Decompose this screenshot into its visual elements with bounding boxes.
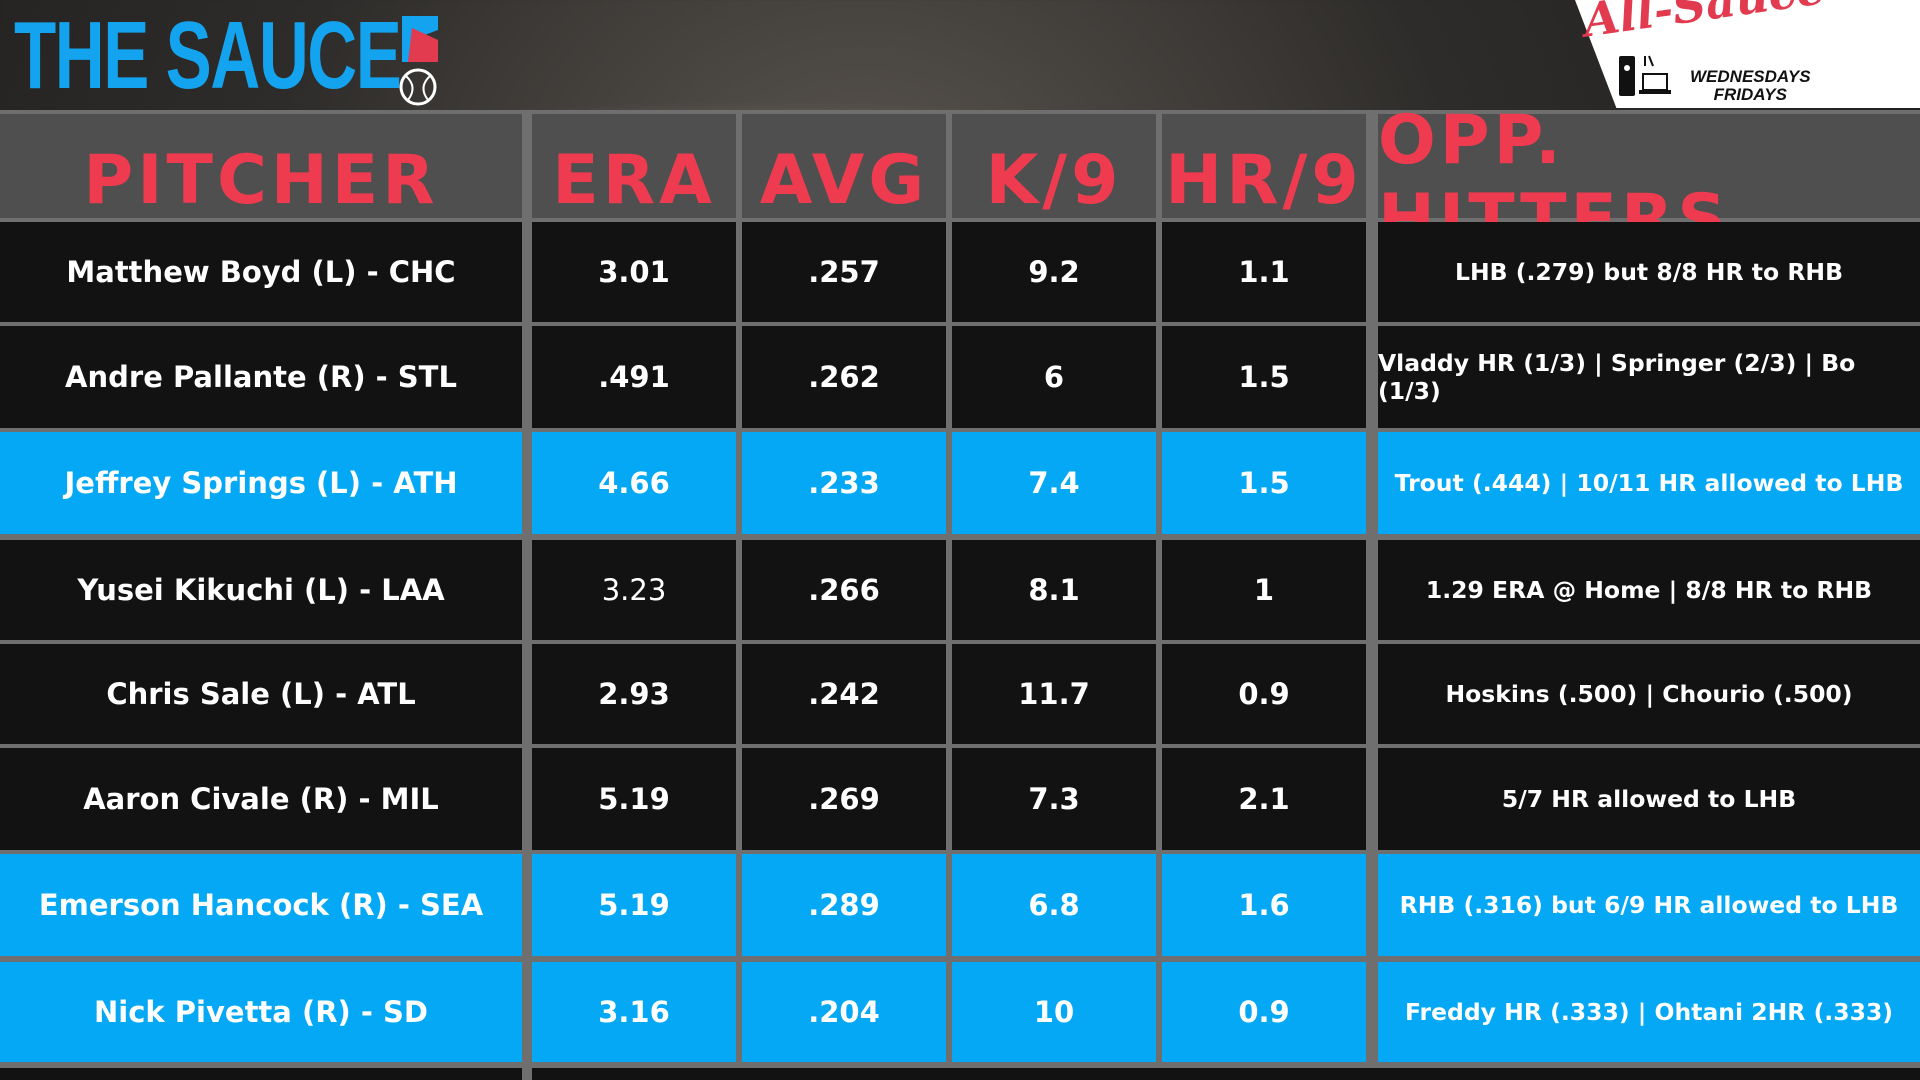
row-4-avg: .266 bbox=[742, 540, 946, 640]
row-5-era: 2.93 bbox=[532, 644, 736, 744]
row-1-era: 3.01 bbox=[532, 222, 736, 322]
row-3-pitcher: Jeffrey Springs (L) - ATH bbox=[0, 432, 522, 534]
row-7-era: 5.19 bbox=[532, 854, 736, 956]
header-era: ERA bbox=[532, 114, 736, 220]
row-4-pitcher: Yusei Kikuchi (L) - LAA bbox=[0, 540, 522, 640]
row-3-k9: 7.4 bbox=[952, 432, 1156, 534]
row-8-pitcher: Nick Pivetta (R) - SD bbox=[0, 962, 522, 1062]
row-5-opp: Hoskins (.500) | Chourio (.500) bbox=[1378, 644, 1920, 744]
row-8-era: 3.16 bbox=[532, 962, 736, 1062]
row-7-k9: 6.8 bbox=[952, 854, 1156, 956]
header-hr9: HR/9 bbox=[1162, 114, 1366, 220]
row-2-k9: 6 bbox=[952, 326, 1156, 428]
pitcher-table: PITCHER ERA AVG K/9 HR/9 OPP. HITTERS Ma… bbox=[0, 101, 1920, 1080]
row-7-hr9: 1.6 bbox=[1162, 854, 1366, 956]
row-5-hr9: 0.9 bbox=[1162, 644, 1366, 744]
row-4-opp: 1.29 ERA @ Home | 8/8 HR to RHB bbox=[1378, 540, 1920, 640]
brand-title: THE SAUCE bbox=[14, 2, 402, 109]
row-8-opp: Freddy HR (.333) | Ohtani 2HR (.333) bbox=[1378, 962, 1920, 1062]
row-7-pitcher: Emerson Hancock (R) - SEA bbox=[0, 854, 522, 956]
row-3-hr9: 1.5 bbox=[1162, 432, 1366, 534]
header-pitcher: PITCHER bbox=[0, 114, 522, 220]
row-4-hr9: 1 bbox=[1162, 540, 1366, 640]
row-4-k9: 8.1 bbox=[952, 540, 1156, 640]
badge-day-wednesdays: WEDNESDAYS bbox=[1690, 67, 1811, 86]
row-1-pitcher: Matthew Boyd (L) - CHC bbox=[0, 222, 522, 322]
baseball-logo-icon bbox=[399, 16, 438, 106]
row-6-hr9: 2.1 bbox=[1162, 748, 1366, 850]
header: THE SAUCE All-Sauce Team WEDNESDAYS FRID… bbox=[0, 0, 1920, 110]
header-k9: K/9 bbox=[952, 114, 1156, 220]
row-1-opp: LHB (.279) but 8/8 HR to RHB bbox=[1378, 222, 1920, 322]
row-6-pitcher: Aaron Civale (R) - MIL bbox=[0, 748, 522, 850]
row-2-era: .491 bbox=[532, 326, 736, 428]
row-5-pitcher: Chris Sale (L) - ATL bbox=[0, 644, 522, 744]
row-3-avg: .233 bbox=[742, 432, 946, 534]
league-icons bbox=[1619, 55, 1671, 96]
header-avg: AVG bbox=[742, 114, 946, 220]
row-7-opp: RHB (.316) but 6/9 HR allowed to LHB bbox=[1378, 854, 1920, 956]
row-8-hr9: 0.9 bbox=[1162, 962, 1366, 1062]
badge-schedule: WEDNESDAYS FRIDAYS bbox=[1690, 68, 1811, 104]
row-2-avg: .262 bbox=[742, 326, 946, 428]
row-6-k9: 7.3 bbox=[952, 748, 1156, 850]
badge-day-fridays: FRIDAYS bbox=[1713, 85, 1787, 104]
row-2-hr9: 1.5 bbox=[1162, 326, 1366, 428]
row-7-avg: .289 bbox=[742, 854, 946, 956]
row-5-k9: 11.7 bbox=[952, 644, 1156, 744]
row-3-era: 4.66 bbox=[532, 432, 736, 534]
row-2-opp: Vladdy HR (1/3) | Springer (2/3) | Bo (1… bbox=[1378, 326, 1920, 428]
row-6-avg: .269 bbox=[742, 748, 946, 850]
header-opp-hitters: OPP. HITTERS bbox=[1378, 101, 1920, 259]
row-8-k9: 10 bbox=[952, 962, 1156, 1062]
row-1-avg: .257 bbox=[742, 222, 946, 322]
row-4-era: 3.23 bbox=[532, 540, 736, 640]
row-1-k9: 9.2 bbox=[952, 222, 1156, 322]
row-5-avg: .242 bbox=[742, 644, 946, 744]
row-2-pitcher: Andre Pallante (R) - STL bbox=[0, 326, 522, 428]
row-9-partial bbox=[0, 1068, 522, 1080]
row-6-opp: 5/7 HR allowed to LHB bbox=[1378, 748, 1920, 850]
row-8-avg: .204 bbox=[742, 962, 946, 1062]
row-3-opp: Trout (.444) | 10/11 HR allowed to LHB bbox=[1378, 432, 1920, 534]
row-6-era: 5.19 bbox=[532, 748, 736, 850]
row-9-partial bbox=[532, 1068, 1920, 1080]
row-1-hr9: 1.1 bbox=[1162, 222, 1366, 322]
